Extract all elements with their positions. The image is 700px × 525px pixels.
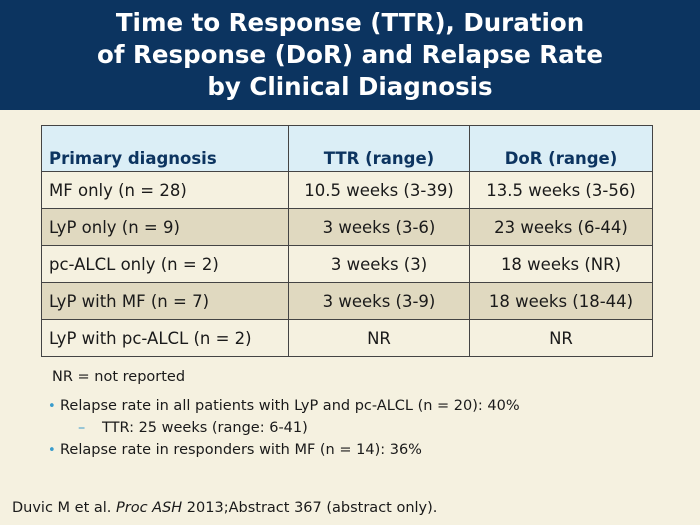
bullet-text: Relapse rate in responders with MF (n = …	[60, 442, 422, 458]
bullet-item: • Relapse rate in all patients with LyP …	[48, 398, 520, 420]
bullet-text: Relapse rate in all patients with LyP an…	[60, 398, 520, 414]
slide-title: Time to Response (TTR), Duration of Resp…	[97, 7, 603, 103]
bullet-item: • Relapse rate in responders with MF (n …	[48, 442, 520, 464]
table-row: LyP with MF (n = 7) 3 weeks (3-9) 18 wee…	[41, 282, 653, 320]
citation-authors: Duvic M et al.	[12, 500, 117, 516]
citation-details: 2013;Abstract 367 (abstract only).	[182, 500, 438, 516]
cell-diagnosis: pc-ALCL only (n = 2)	[41, 245, 289, 283]
cell-ttr: 3 weeks (3-6)	[288, 208, 470, 246]
title-line-1: Time to Response (TTR), Duration	[115, 8, 585, 37]
table-row: pc-ALCL only (n = 2) 3 weeks (3) 18 week…	[41, 245, 653, 283]
title-banner: Time to Response (TTR), Duration of Resp…	[0, 0, 700, 110]
abbreviation-note: NR = not reported	[52, 369, 186, 385]
cell-dor: NR	[469, 319, 653, 357]
diagnosis-table: Primary diagnosis TTR (range) DoR (range…	[41, 125, 653, 357]
cell-dor: 18 weeks (NR)	[469, 245, 653, 283]
cell-dor: 23 weeks (6-44)	[469, 208, 653, 246]
header-dor: DoR (range)	[469, 125, 653, 172]
cell-diagnosis: LyP with pc-ALCL (n = 2)	[41, 319, 289, 357]
cell-dor: 13.5 weeks (3-56)	[469, 171, 653, 209]
title-line-2: of Response (DoR) and Relapse Rate	[96, 40, 604, 69]
sub-bullet-item: – TTR: 25 weeks (range: 6-41)	[48, 420, 520, 442]
bullet-dot-icon: •	[48, 443, 56, 458]
cell-diagnosis: LyP only (n = 9)	[41, 208, 289, 246]
citation-journal: Proc ASH	[116, 500, 183, 516]
cell-ttr: NR	[288, 319, 470, 357]
cell-ttr: 3 weeks (3)	[288, 245, 470, 283]
header-primary-diagnosis: Primary diagnosis	[41, 125, 289, 172]
dash-icon: –	[78, 420, 86, 436]
title-line-3: by Clinical Diagnosis	[207, 72, 493, 101]
cell-diagnosis: LyP with MF (n = 7)	[41, 282, 289, 320]
citation: Duvic M et al. Proc ASH 2013;Abstract 36…	[12, 500, 437, 516]
bullet-dot-icon: •	[48, 399, 56, 414]
table-row: MF only (n = 28) 10.5 weeks (3-39) 13.5 …	[41, 171, 653, 209]
cell-ttr: 10.5 weeks (3-39)	[288, 171, 470, 209]
table-row: LyP with pc-ALCL (n = 2) NR NR	[41, 319, 653, 357]
table-header-row: Primary diagnosis TTR (range) DoR (range…	[41, 125, 653, 172]
cell-diagnosis: MF only (n = 28)	[41, 171, 289, 209]
bullet-list: • Relapse rate in all patients with LyP …	[48, 398, 520, 464]
cell-ttr: 3 weeks (3-9)	[288, 282, 470, 320]
sub-bullet-text: TTR: 25 weeks (range: 6-41)	[102, 420, 308, 436]
cell-dor: 18 weeks (18-44)	[469, 282, 653, 320]
table-row: LyP only (n = 9) 3 weeks (3-6) 23 weeks …	[41, 208, 653, 246]
header-ttr: TTR (range)	[288, 125, 470, 172]
